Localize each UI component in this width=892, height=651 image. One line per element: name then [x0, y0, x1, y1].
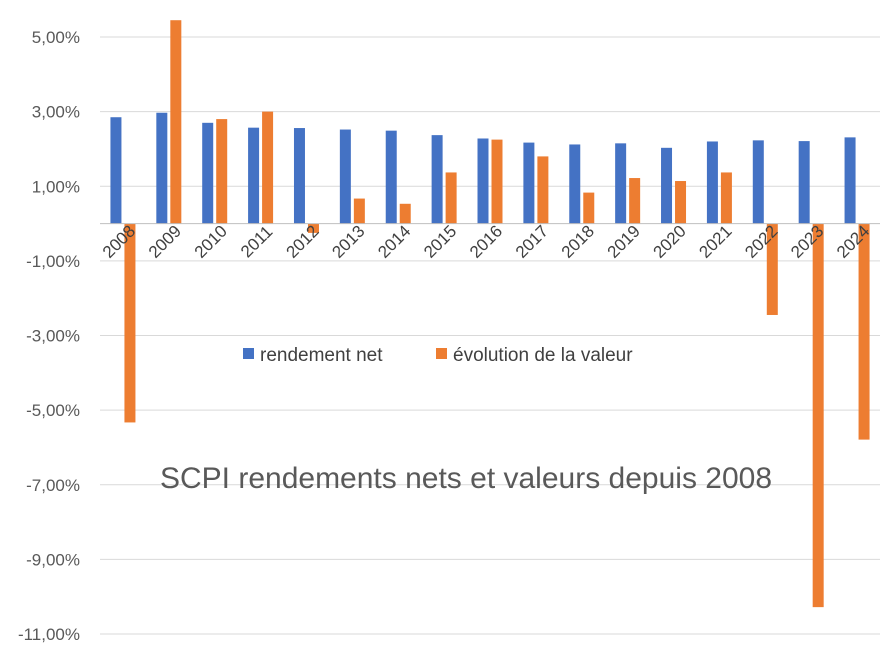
bar-evolution-valeur-2014 [399, 203, 411, 224]
bar-rendement-net-2018 [569, 144, 581, 224]
bar-rendement-net-2009 [156, 112, 168, 224]
x-tick-label: 2011 [237, 222, 276, 261]
x-tick-label: 2020 [650, 222, 690, 262]
x-tick-label: 2018 [558, 222, 598, 262]
y-tick-label: -7,00% [26, 476, 80, 495]
bar-rendement-net-2011 [248, 127, 260, 224]
x-tick-label: 2017 [512, 222, 552, 262]
y-tick-label: 5,00% [32, 28, 80, 47]
y-tick-label: 1,00% [32, 177, 80, 196]
bar-rendement-net-2010 [202, 122, 214, 224]
bar-rendement-net-2014 [385, 130, 397, 224]
bar-evolution-valeur-2011 [262, 111, 274, 224]
x-tick-label: 2019 [604, 222, 644, 262]
legend-swatch-rendement-net [243, 348, 254, 359]
x-tick-label: 2016 [466, 222, 506, 262]
legend-label-rendement-net: rendement net [260, 345, 383, 366]
bar-rendement-net-2008 [110, 117, 122, 224]
bar-evolution-valeur-2016 [491, 139, 503, 224]
bar-evolution-valeur-2024 [858, 223, 870, 440]
bar-rendement-net-2013 [339, 129, 351, 224]
bar-rendement-net-2024 [844, 137, 856, 224]
x-tick-label: 2015 [420, 222, 460, 262]
bar-evolution-valeur-2013 [353, 198, 365, 224]
bar-evolution-valeur-2021 [720, 172, 732, 224]
y-tick-label: -11,00% [18, 625, 80, 644]
y-tick-label: 3,00% [32, 103, 80, 122]
bar-evolution-valeur-2018 [583, 192, 595, 224]
y-tick-label: -1,00% [26, 252, 80, 271]
x-tick-label: 2009 [145, 222, 185, 262]
bar-rendement-net-2015 [431, 135, 443, 224]
chart-title: SCPI rendements nets et valeurs depuis 2… [160, 462, 772, 495]
bars [110, 20, 870, 608]
bar-rendement-net-2016 [477, 138, 489, 224]
bar-rendement-net-2021 [706, 141, 718, 224]
legend-swatch-evolution-valeur [436, 348, 447, 359]
y-tick-label: -3,00% [26, 327, 80, 346]
y-axis-ticks: 5,00% 3,00% 1,00% -1,00% -3,00% -5,00% -7,00% -… [18, 28, 80, 644]
bar-evolution-valeur-2019 [629, 178, 641, 224]
bar-rendement-net-2012 [293, 128, 305, 224]
legend-label-evolution-valeur: évolution de la valeur [453, 345, 633, 366]
bar-rendement-net-2023 [798, 141, 810, 224]
bar-evolution-valeur-2012 [307, 223, 319, 233]
x-tick-label: 2013 [328, 222, 368, 262]
x-tick-label: 2010 [191, 222, 231, 262]
bar-evolution-valeur-2020 [675, 181, 687, 224]
bar-evolution-valeur-2017 [537, 156, 549, 224]
bar-rendement-net-2019 [615, 143, 627, 224]
bar-rendement-net-2017 [523, 142, 535, 224]
grid-lines [100, 36, 880, 635]
legend: rendement net évolution de la valeur [243, 345, 633, 366]
bar-rendement-net-2022 [752, 140, 764, 224]
bar-evolution-valeur-2009 [170, 20, 182, 224]
bar-evolution-valeur-2008 [124, 223, 136, 423]
x-tick-label: 2021 [695, 222, 735, 262]
category-labels: 2008 2009 2010 2011 2012 2013 2014 2015 2016 2017… [99, 222, 873, 262]
x-tick-label: 2014 [374, 222, 414, 262]
bar-evolution-valeur-2023 [812, 223, 824, 608]
y-tick-label: -5,00% [26, 401, 80, 420]
bar-rendement-net-2020 [661, 147, 673, 224]
bar-evolution-valeur-2010 [216, 119, 228, 224]
bar-evolution-valeur-2015 [445, 172, 457, 224]
bar-evolution-valeur-2022 [766, 223, 778, 315]
y-tick-label: -9,00% [26, 550, 80, 569]
